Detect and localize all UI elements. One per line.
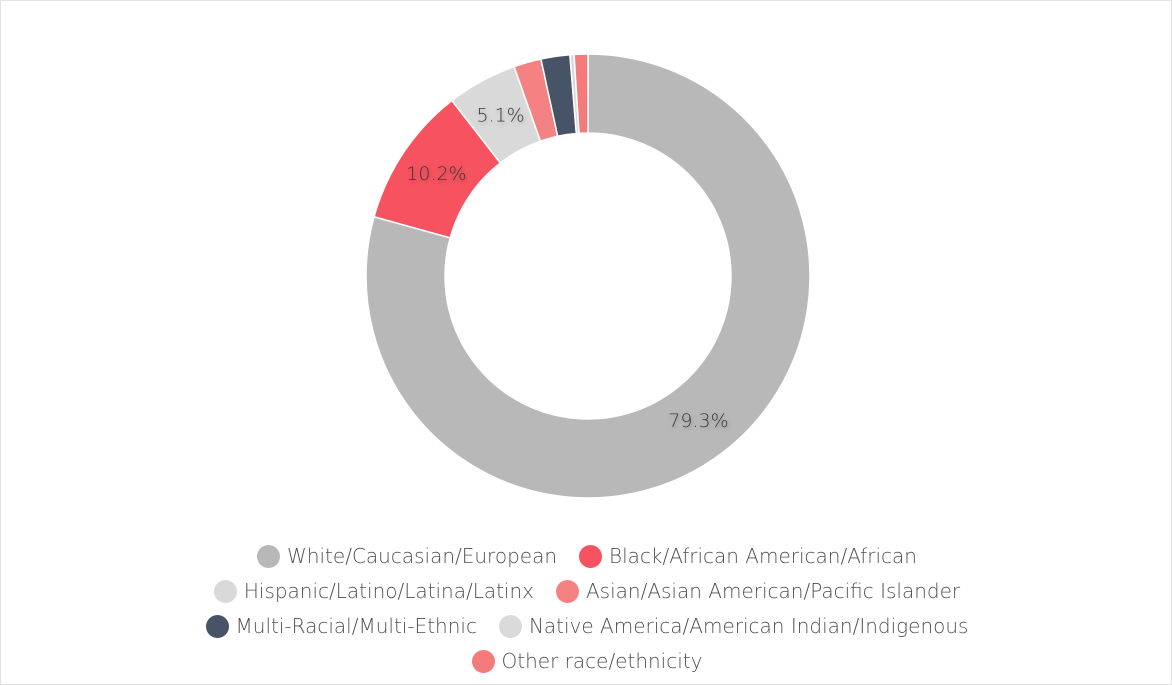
donut-chart: 79.3% 10.2% 5.1% [365, 53, 811, 499]
legend-label: Multi-Racial/Multi-Ethnic [235, 614, 477, 638]
legend-label: Asian/Asian American/Pacific Islander [586, 579, 961, 603]
legend-label: White/Caucasian/European [287, 544, 557, 568]
slice-data-label: 10.2% [406, 163, 466, 185]
legend-label: Hispanic/Latino/Latina/Latinx [243, 579, 534, 603]
legend-item[interactable]: Multi-Racial/Multi-Ethnic [205, 614, 477, 638]
legend-row: Hispanic/Latino/Latina/Latinx Asian/Asian… [1, 579, 1172, 603]
legend-label: Other race/ethnicity [501, 649, 703, 673]
chart-legend: White/Caucasian/European Black/African Am… [1, 544, 1172, 673]
legend-swatch [579, 544, 602, 568]
legend-item[interactable]: Black/African American/African [579, 544, 917, 568]
legend-item[interactable]: Asian/Asian American/Pacific Islander [556, 579, 960, 603]
slice-data-label: 79.3% [668, 410, 728, 432]
legend-item[interactable]: White/Caucasian/European [257, 544, 557, 568]
legend-swatch [213, 579, 237, 603]
legend-swatch [205, 614, 229, 638]
legend-row: White/Caucasian/European Black/African Am… [1, 544, 1172, 568]
legend-swatch [257, 544, 281, 568]
donut-slice-1[interactable] [365, 53, 811, 499]
legend-item[interactable]: Hispanic/Latino/Latina/Latinx [213, 579, 534, 603]
legend-label: Native America/American Indian/Indigenou… [528, 614, 969, 638]
donut-slice-7[interactable] [573, 53, 589, 135]
legend-item[interactable]: Other race/ethnicity [471, 649, 703, 673]
legend-swatch [556, 579, 579, 603]
legend-swatch [498, 614, 522, 638]
slice-data-label: 5.1% [476, 104, 524, 126]
legend-row: Other race/ethnicity [1, 649, 1172, 673]
legend-item[interactable]: Native America/American Indian/Indigenou… [498, 614, 969, 638]
legend-label: Black/African American/African [609, 544, 917, 568]
legend-row: Multi-Racial/Multi-Ethnic Native America/… [1, 614, 1172, 638]
legend-swatch [471, 649, 495, 673]
